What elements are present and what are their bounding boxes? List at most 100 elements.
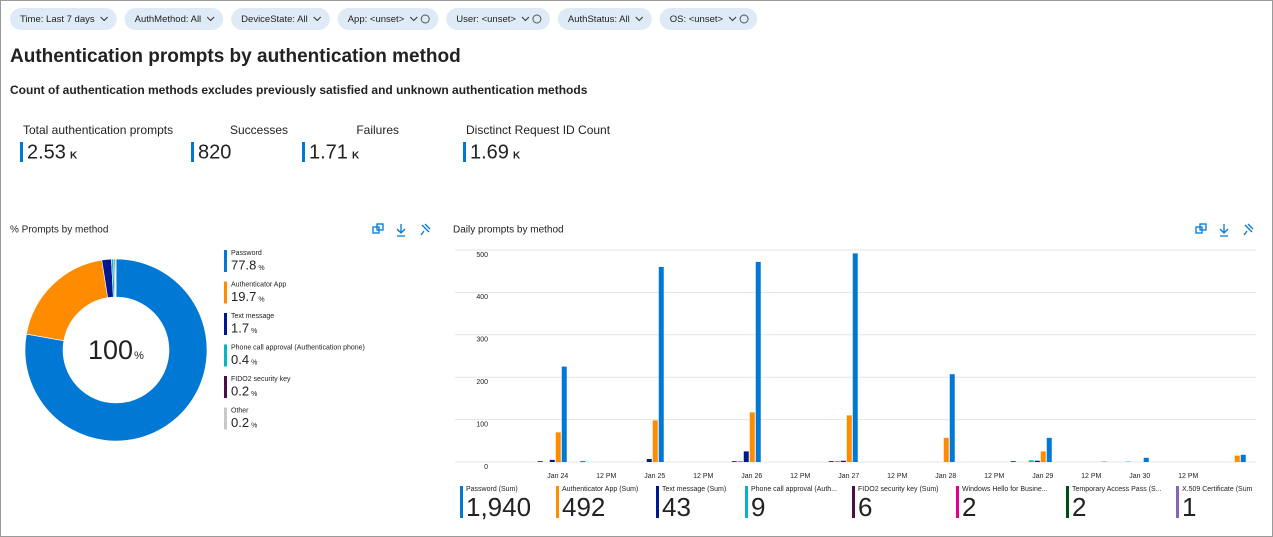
x-tick-label: Jan 25 <box>644 473 665 480</box>
y-tick-label: 0 <box>484 464 488 471</box>
filter-pill[interactable]: Time: Last 7 days <box>10 8 117 30</box>
legend-swatch <box>224 313 227 335</box>
tile-label: FIDO2 security key (Sum) <box>858 486 939 493</box>
filter-label: AuthMethod: All <box>135 14 202 25</box>
kpi-accent <box>463 142 466 162</box>
tile-label: Phone call approval (Auth... <box>751 486 837 493</box>
x-tick-label: 12 PM <box>887 473 907 480</box>
filter-label: User: <unset> <box>456 14 516 25</box>
kpi-label: Disctinct Request ID Count <box>466 123 611 137</box>
chevron <box>100 16 108 22</box>
kpi-value: 2.53 <box>27 141 66 163</box>
panel-title: % Prompts by method <box>10 225 108 236</box>
tile-label: Temporary Access Pass (S... <box>1072 486 1162 493</box>
legend-swatch <box>224 281 227 304</box>
donut-unit: % <box>134 350 144 362</box>
panel-icons[interactable] <box>372 223 1254 237</box>
filter-pill[interactable]: AuthMethod: All <box>124 8 224 30</box>
tile-value: 6 <box>858 492 872 522</box>
x-tick-label: Jan 28 <box>935 473 956 480</box>
bar <box>1046 437 1052 462</box>
kpi-unit: K <box>352 151 360 162</box>
y-tick-label: 300 <box>476 337 488 344</box>
bar <box>1040 451 1046 462</box>
bar <box>846 415 852 462</box>
pill-bg <box>231 8 330 30</box>
pill-bg <box>557 8 652 30</box>
info-icon <box>420 14 430 24</box>
bar <box>658 266 664 462</box>
legend-unit: % <box>258 296 264 303</box>
y-tick-label: 500 <box>476 252 488 259</box>
info-icon <box>532 14 542 24</box>
page-subtitle: Count of authentication methods excludes… <box>10 83 588 97</box>
tile-accent <box>1176 486 1179 518</box>
legend-label: Other <box>231 407 249 414</box>
filter-pill[interactable]: OS: <unset> <box>659 8 758 30</box>
kpi-accent <box>20 142 23 162</box>
tile-value: 1 <box>1182 492 1196 522</box>
tile-value: 492 <box>562 492 605 522</box>
tile-value: 1,940 <box>466 492 531 522</box>
x-tick-label: 12 PM <box>693 473 713 480</box>
kpi-accent <box>191 142 194 162</box>
tile-accent <box>956 486 959 518</box>
tile-accent <box>1066 486 1069 518</box>
bar <box>555 432 561 462</box>
filter-pill[interactable]: User: <unset> <box>446 8 550 30</box>
legend-unit: % <box>251 391 257 398</box>
kpi-accent <box>302 142 305 162</box>
filter-pill[interactable]: AuthStatus: All <box>557 8 652 30</box>
kpi-value: 1.71 <box>309 141 348 163</box>
tile-accent <box>852 486 855 518</box>
tile-accent <box>556 486 559 518</box>
kpi-unit: K <box>70 151 78 162</box>
legend-swatch <box>224 376 227 398</box>
bar <box>549 459 555 462</box>
tile-label: Authenticator App (Sum) <box>562 486 638 493</box>
bar <box>834 461 840 462</box>
filter-label: Time: Last 7 days <box>20 14 95 25</box>
donut-slice <box>114 258 117 298</box>
bar <box>737 461 743 462</box>
bar <box>652 420 658 462</box>
chevron <box>409 16 418 22</box>
chevron <box>635 16 644 22</box>
legend-value: 77.8 <box>231 257 256 272</box>
filter-label: DeviceState: All <box>241 14 308 25</box>
filter-pill[interactable]: DeviceState: All <box>231 8 330 30</box>
pill-bg <box>124 8 224 30</box>
pill-bg <box>337 8 439 30</box>
filter-label: AuthStatus: All <box>568 14 630 25</box>
bar <box>943 437 949 462</box>
kpi-unit: K <box>513 151 521 162</box>
bar <box>580 461 586 462</box>
legend-value: 0.2 <box>231 415 249 430</box>
tile-value: 2 <box>1072 492 1086 522</box>
kpi-value: 820 <box>198 141 231 163</box>
x-tick-label: 12 PM <box>790 473 810 480</box>
legend-label: Password <box>231 250 262 257</box>
legend-value: 0.2 <box>231 383 249 398</box>
kpi-label: Failures <box>356 123 399 137</box>
legend-value: 19.7 <box>231 289 256 304</box>
filter-label: App: <unset> <box>348 14 405 25</box>
kpi-value: 1.69 <box>470 141 509 163</box>
filter-label: OS: <unset> <box>670 14 724 25</box>
x-tick-label: 12 PM <box>1081 473 1101 480</box>
tile-label: Password (Sum) <box>466 486 518 493</box>
bar <box>749 412 755 462</box>
donut-total: 100 <box>88 335 133 365</box>
x-tick-label: 12 PM <box>984 473 1004 480</box>
filter-pill[interactable]: App: <unset> <box>337 8 439 30</box>
chevron <box>728 16 737 22</box>
bar <box>561 366 567 462</box>
legend-value: 0.4 <box>231 352 249 367</box>
legend-label: Authenticator App <box>231 281 286 288</box>
x-tick-label: Jan 30 <box>1129 473 1150 480</box>
chevron <box>313 16 322 22</box>
bar <box>646 459 652 462</box>
tile-accent <box>745 486 748 518</box>
